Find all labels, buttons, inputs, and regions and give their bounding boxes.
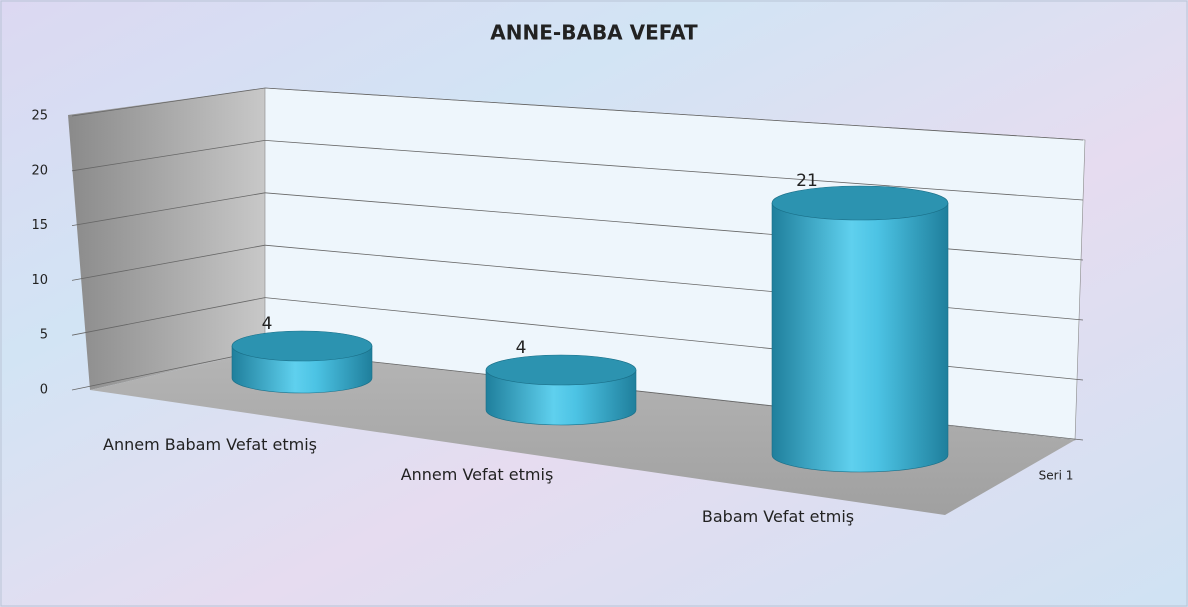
bar-top [231,330,373,362]
chart-title: ANNE-BABA VEFAT [490,21,698,45]
y-tick-label: 5 [40,328,48,343]
x-tick-label: Annem Vefat etmiş [400,465,554,484]
x-tick-label-box: Annem Babam Vefat etmiş [103,435,317,454]
bar [771,202,949,473]
grid-line [71,244,266,281]
bar-top [771,185,949,221]
y-tick-label: 25 [31,109,48,124]
x-tick-label: Babam Vefat etmiş [701,507,855,526]
y-tick-label: 20 [31,163,48,178]
grid-line [71,140,266,172]
data-label: 4 [516,338,527,358]
bar [485,369,637,426]
grid-line [264,140,1084,201]
y-tick-label: 15 [31,218,48,233]
y-tick-label: 0 [40,383,48,398]
bar-top [485,354,637,386]
grid-line [71,297,266,336]
grid-line [71,87,266,117]
x-tick-label-box: Babam Vefat etmiş [701,507,855,526]
data-label: 4 [262,314,273,334]
y-tick-label: 10 [31,273,48,288]
x-tick-label-box: Annem Vefat etmiş [400,465,554,484]
grid-line [264,87,1084,141]
legend-label: Seri 1 [1039,469,1074,483]
x-tick-label: Annem Babam Vefat etmiş [103,435,317,454]
grid-line [71,192,266,226]
data-label: 21 [796,171,818,191]
